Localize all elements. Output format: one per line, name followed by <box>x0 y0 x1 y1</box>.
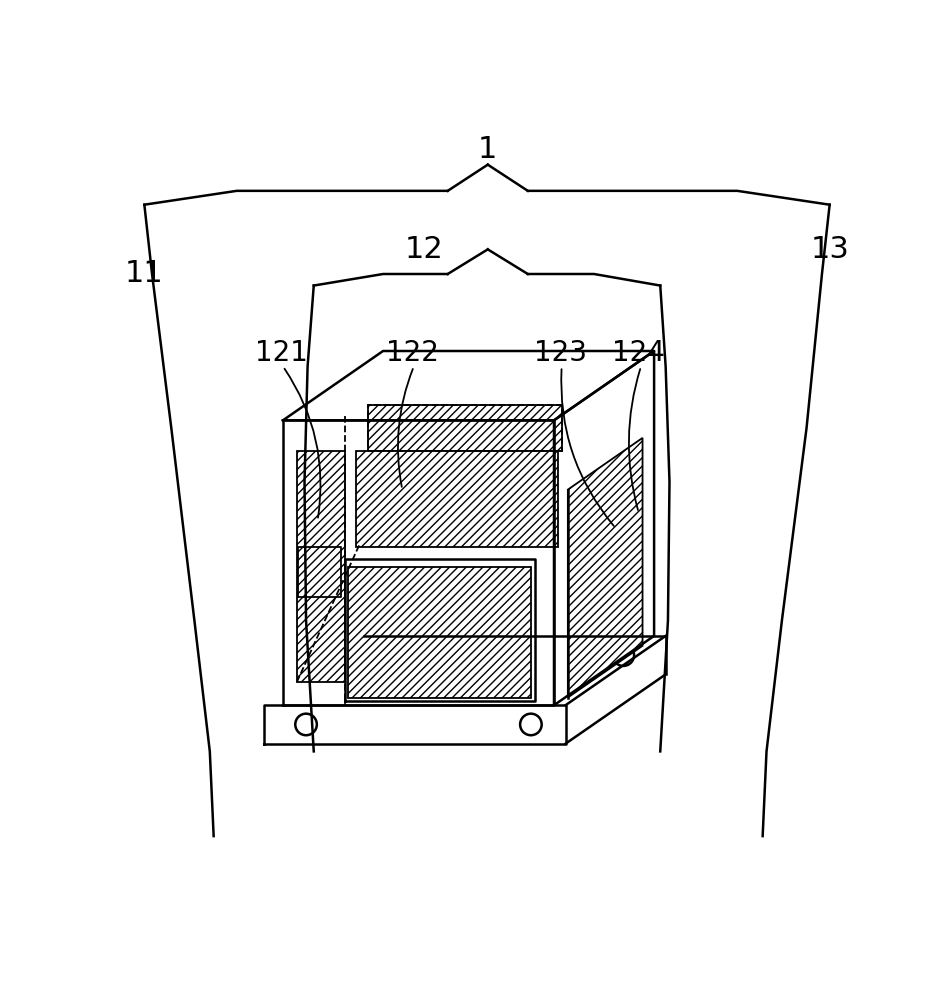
Polygon shape <box>297 451 344 682</box>
Text: 124: 124 <box>612 339 665 367</box>
Text: 121: 121 <box>255 339 308 367</box>
Polygon shape <box>356 451 558 547</box>
Polygon shape <box>368 405 562 451</box>
Text: 1: 1 <box>478 135 497 164</box>
Text: 123: 123 <box>534 339 587 367</box>
Text: 12: 12 <box>404 235 443 264</box>
Text: 11: 11 <box>125 259 164 288</box>
Text: 13: 13 <box>810 235 849 264</box>
Polygon shape <box>348 567 531 698</box>
Polygon shape <box>568 438 643 698</box>
Text: 122: 122 <box>386 339 438 367</box>
